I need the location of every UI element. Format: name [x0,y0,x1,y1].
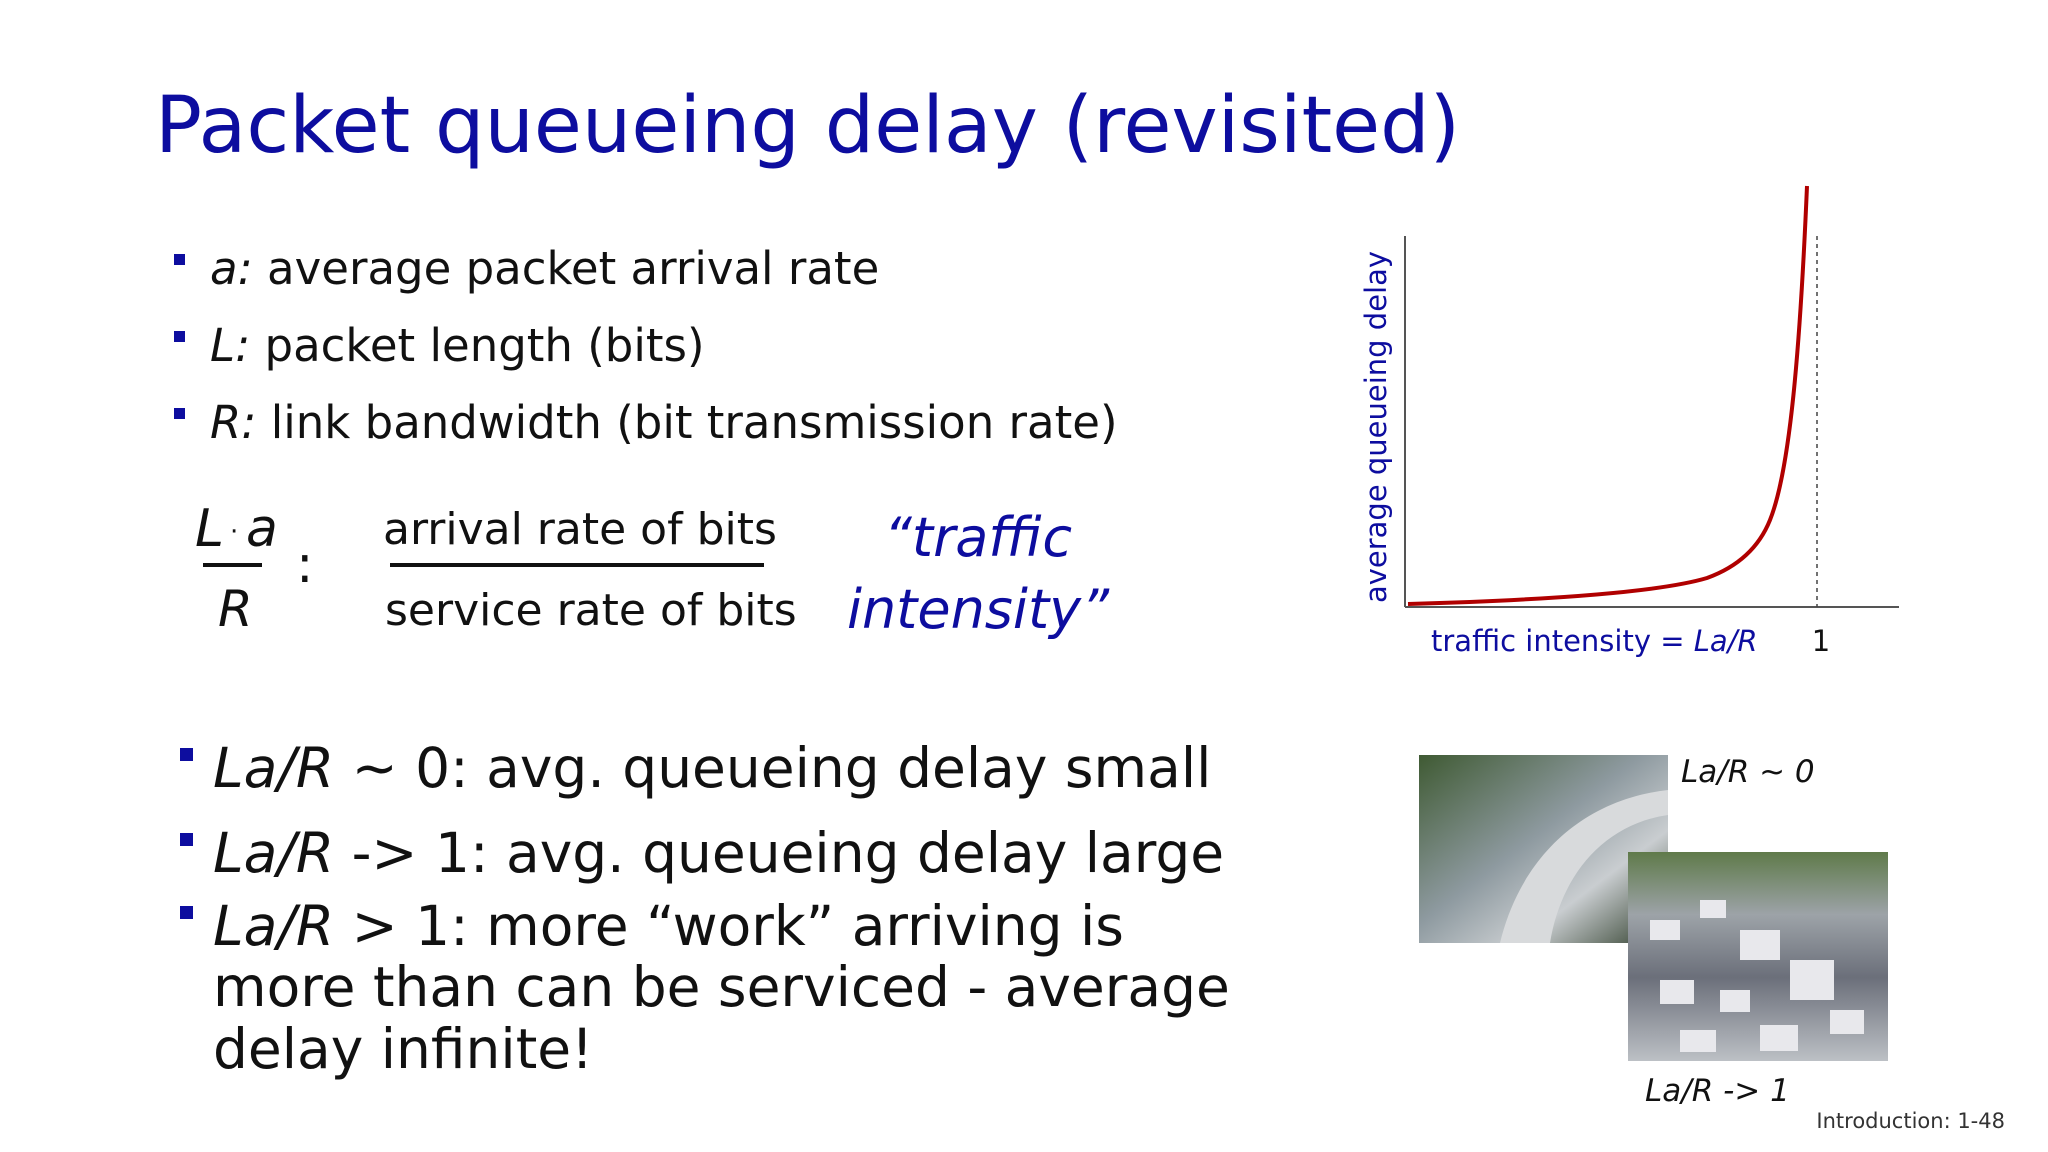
bullet [174,331,185,342]
graph: average queueing delay traffic intensity… [1359,185,1899,658]
numerator-right: a [246,499,278,559]
text: packet length (bits) [250,319,704,372]
slide-title: Packet queueing delay (revisited) [155,81,1460,171]
symbol: La/R [213,821,334,885]
y-axis-label: average queueing delay [1359,251,1393,603]
colon: : [296,535,314,595]
bullet [180,833,193,846]
bottom-caption: La/R -> 1 [1645,1073,1790,1109]
symbol: a: [210,242,253,295]
definitions: a: average packet arrival rate L: packet… [174,242,1118,449]
road [1500,790,1668,943]
ratio-bottom: service rate of bits [385,585,797,636]
x-label-symbol: La/R [1694,624,1758,658]
definition: a: average packet arrival rate [210,242,879,295]
text: ~ 0: avg. queueing delay small [334,736,1211,800]
text: > 1: more “work” arriving is [334,894,1124,958]
photos: La/R ~ 0 La/R -> 1 [1419,754,1888,1109]
definition: R: link bandwidth (bit transmission rate… [210,396,1118,449]
cars [1650,900,1864,1052]
symbol: R: [210,396,256,449]
x-label-text: traffic intensity = [1431,624,1694,658]
definition: L: packet length (bits) [210,319,705,372]
text: link bandwidth (bit transmission rate) [256,396,1117,449]
symbol: La/R [213,894,334,958]
text: -> 1: avg. queueing delay large [334,821,1224,885]
intensity-name: intensity” [847,578,1110,641]
x-axis-label: traffic intensity = La/R [1431,624,1758,658]
footer: Introduction: 1-48 [1816,1109,2005,1133]
numerator-left: L [195,499,224,559]
text: average packet arrival rate [253,242,880,295]
case: La/R > 1: more “work” arriving is [213,894,1124,958]
bullet [174,254,185,265]
symbol: L: [210,319,250,372]
top-caption: La/R ~ 0 [1681,754,1815,790]
case-line: delay infinite! [213,1017,593,1081]
cases: La/R ~ 0: avg. queueing delay small La/R… [180,736,1230,1081]
dot: · [230,517,238,547]
formula: L · a R : arrival rate of bits service r… [195,499,1110,641]
case-line: more than can be serviced - average [213,955,1230,1019]
ratio-top: arrival rate of bits [383,504,777,555]
case: La/R -> 1: avg. queueing delay large [213,821,1224,885]
intensity-name: “traffic [884,506,1072,569]
x-tick-label: 1 [1812,624,1830,658]
case: La/R ~ 0: avg. queueing delay small [213,736,1211,800]
symbol: La/R [213,736,334,800]
bullet [180,748,193,761]
bullet [174,408,185,419]
delay-curve [1407,185,1809,606]
denominator: R [218,580,253,638]
bullet [180,906,193,919]
